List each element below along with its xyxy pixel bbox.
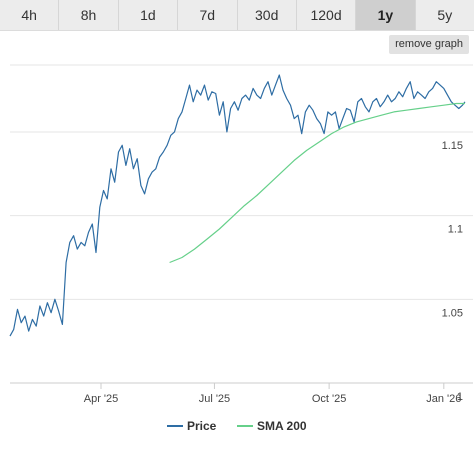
tab-7d[interactable]: 7d — [178, 0, 238, 30]
y-tick-label: 1.1 — [448, 224, 463, 236]
y-tick-label: 1 — [457, 391, 463, 403]
series-line-sma-200 — [169, 102, 465, 264]
tab-120d[interactable]: 120d — [296, 0, 357, 30]
tab-1y[interactable]: 1y — [356, 0, 416, 30]
series-line-price — [9, 74, 466, 337]
tab-8h[interactable]: 8h — [59, 0, 119, 30]
y-tick-label: 1.15 — [442, 140, 463, 152]
chart-series — [9, 74, 466, 337]
remove-graph-button[interactable]: remove graph — [389, 35, 469, 54]
x-tick-label: Jan '26 — [426, 393, 461, 405]
chart-grid — [10, 64, 473, 384]
chart-legend: Price SMA 200 — [167, 419, 307, 433]
y-axis-labels: 1 1.05 1.1 1.15 — [442, 140, 463, 403]
tab-30d[interactable]: 30d — [237, 0, 297, 30]
x-tick-label: Oct '25 — [312, 393, 347, 405]
legend-entry[interactable]: SMA 200 — [257, 419, 307, 433]
y-tick-label: 1.05 — [442, 307, 463, 319]
x-tick-label: Apr '25 — [84, 393, 119, 405]
tab-4h[interactable]: 4h — [0, 0, 60, 30]
tab-5y[interactable]: 5y — [415, 0, 474, 30]
legend-entry[interactable]: Price — [187, 419, 217, 433]
x-axis: Apr '25 Jul '25 Oct '25 Jan '26 — [10, 382, 473, 405]
tab-1d[interactable]: 1d — [118, 0, 179, 30]
price-chart: 1 1.05 1.1 1.15 Apr '25 Jul '25 Oct '25 Jan '2… — [9, 64, 473, 433]
timeframe-tabs: 4h 8h 1d 7d 30d 120d 1y 5y — [0, 0, 474, 31]
x-tick-label: Jul '25 — [199, 393, 230, 405]
